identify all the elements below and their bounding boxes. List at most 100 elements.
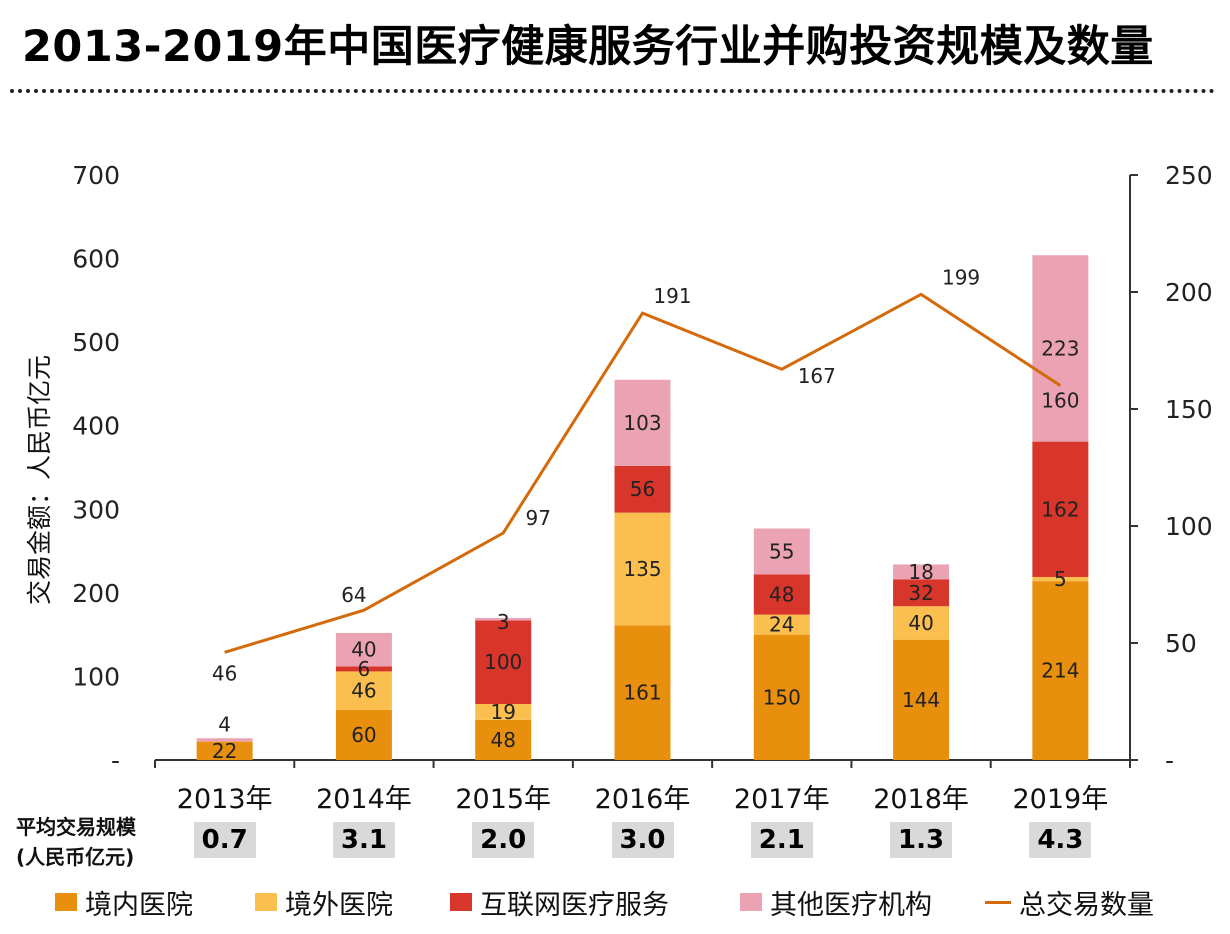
bar-segment-other: [475, 617, 532, 621]
legend-item: 总交易数量: [985, 880, 1154, 924]
legend-label: 总交易数量: [1019, 889, 1154, 921]
bar-segment-other: [1032, 255, 1089, 442]
legend: 境内医院 境外医院 互联网医疗服务 其他医疗机构 总交易数量: [0, 880, 1230, 924]
right-y-tick-label: 50: [1165, 629, 1197, 658]
segment-value-label: 144: [902, 688, 940, 712]
segment-value-label: 48: [769, 583, 794, 607]
left-y-tick-label: 200: [72, 579, 120, 608]
segment-value-label: 6: [358, 657, 371, 681]
segment-value-label: 3: [497, 610, 510, 634]
x-category-label: 2019年: [1012, 784, 1108, 815]
avg-deal-size-value: 2.1: [750, 822, 813, 858]
bar-segment-domestic: [614, 625, 671, 760]
segment-value-label: 223: [1041, 336, 1079, 360]
total-deals-line: [224, 292, 1062, 654]
segment-value-label: 60: [351, 723, 376, 747]
bar-segment-internet: [893, 579, 950, 607]
bar-segment-overseas: [753, 614, 810, 635]
left-y-tick-label: 100: [72, 662, 120, 691]
bar-segment-overseas: [893, 606, 950, 640]
bar-segment-domestic: [475, 719, 532, 760]
segment-value-label: 56: [630, 477, 655, 501]
bar-segment-overseas: [475, 704, 532, 720]
bar-segment-domestic: [1032, 581, 1089, 760]
x-category-label: 2013年: [177, 784, 273, 815]
segment-value-label: 18: [908, 560, 933, 584]
avg-deal-size-label: 平均交易规模 (人民币亿元): [16, 815, 136, 869]
segment-value-label: 150: [763, 685, 801, 709]
legend-label: 其他医疗机构: [770, 889, 932, 921]
legend-swatch: [450, 893, 472, 911]
x-category-label: 2014年: [316, 784, 412, 815]
x-category-label: 2018年: [873, 784, 969, 815]
legend-item: 境外医院: [255, 880, 393, 924]
bar-segment-internet: [614, 465, 671, 513]
line-value-label: 97: [525, 506, 550, 530]
avg-deal-size-value: 3.0: [611, 822, 674, 858]
avg-deal-size-value: 3.1: [332, 822, 395, 858]
segment-value-label: 55: [769, 539, 794, 563]
avg-deal-size-value: 4.3: [1029, 822, 1092, 858]
bar-segment-internet: [475, 620, 532, 705]
chart: 700 600 500 400 300 200 100 - 250 200 150 100 50 - 交易金…: [25, 161, 1213, 815]
segment-value-label: 40: [351, 638, 376, 662]
line-value-label: 199: [942, 265, 980, 289]
bar-segment-domestic: [335, 709, 392, 760]
x-category-label: 2016年: [595, 784, 691, 815]
segment-value-label: 32: [908, 581, 933, 605]
segment-value-label: 22: [212, 739, 237, 763]
line-value-label: 167: [798, 364, 836, 388]
right-y-tick-label: 150: [1165, 395, 1213, 424]
bar-segment-overseas: [1032, 576, 1089, 582]
title-divider: [10, 89, 1215, 93]
avg-deal-size-value: 2.0: [472, 822, 535, 858]
legend-label: 境外医院: [285, 889, 393, 921]
legend-label: 互联网医疗服务: [480, 889, 669, 921]
bar-segment-domestic: [196, 741, 253, 760]
bar-segment-other: [753, 528, 810, 575]
bar-segment-domestic: [893, 639, 950, 760]
bar-segment-internet: [335, 666, 392, 672]
line-value-label: 191: [653, 284, 691, 308]
bar-segment-overseas: [335, 671, 392, 710]
bar-segment-internet: [1032, 441, 1089, 577]
segment-value-label: 100: [484, 650, 522, 674]
legend-item: 互联网医疗服务: [450, 880, 669, 924]
segment-value-label: 24: [769, 613, 794, 637]
y-axis-label: 交易金额：人民币亿元: [25, 355, 54, 605]
left-y-tick-label: 700: [72, 161, 120, 190]
bar-segment-other: [335, 632, 392, 667]
right-y-tick-label: -: [1165, 746, 1174, 775]
x-category-label: 2017年: [734, 784, 830, 815]
segment-value-label: 5: [1054, 567, 1067, 591]
bar-segment-internet: [753, 574, 810, 615]
bar-segment-domestic: [753, 634, 810, 760]
legend-line-swatch: [985, 900, 1011, 904]
segment-value-label: 4: [218, 712, 231, 736]
line-value-label: 46: [212, 661, 237, 685]
avg-deal-size-value: 1.3: [890, 822, 953, 858]
legend-item: 其他医疗机构: [740, 880, 932, 924]
segment-value-label: 103: [623, 411, 661, 435]
segment-value-label: 162: [1041, 497, 1079, 521]
right-y-tick-label: 100: [1165, 512, 1213, 541]
legend-item: 境内医院: [55, 880, 193, 924]
legend-swatch: [55, 893, 77, 911]
segment-value-label: 214: [1041, 659, 1079, 683]
segment-value-label: 40: [908, 611, 933, 635]
right-y-tick-label: 250: [1165, 161, 1213, 190]
left-y-tick-label: 400: [72, 412, 120, 441]
line-value-label: 160: [1041, 389, 1079, 413]
legend-swatch: [255, 893, 277, 911]
segment-value-label: 161: [623, 681, 661, 705]
bar-segment-other: [196, 738, 253, 742]
left-y-tick-label: -: [111, 746, 120, 775]
legend-label: 境内医院: [85, 889, 193, 921]
legend-swatch: [740, 893, 762, 911]
chart-title: 2013-2019年中国医疗健康服务行业并购投资规模及数量: [22, 22, 1154, 72]
segment-value-label: 46: [351, 679, 376, 703]
bar-segment-other: [614, 379, 671, 466]
left-y-tick-label: 500: [72, 328, 120, 357]
left-y-tick-label: 300: [72, 495, 120, 524]
bar-segment-other: [893, 564, 950, 580]
